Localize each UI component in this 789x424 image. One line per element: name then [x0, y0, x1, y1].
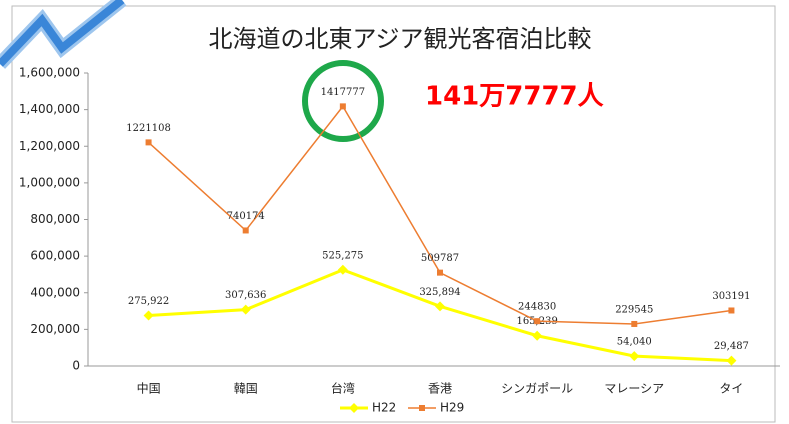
- data-label: 275,922: [128, 296, 169, 307]
- y-tick-label: 0: [72, 359, 80, 373]
- point-marker: [435, 301, 445, 312]
- data-label: 307,636: [225, 290, 266, 301]
- data-label: 303191: [712, 291, 750, 302]
- data-label: 1417777: [321, 87, 366, 98]
- y-tick-label: 1,200,000: [19, 139, 80, 153]
- highlight-circle: [302, 60, 384, 142]
- annotation: 141万7777人: [425, 82, 604, 112]
- x-tick-label: 香港: [428, 382, 452, 396]
- data-label: 54,040: [617, 337, 652, 348]
- x-tick-label: 韓国: [234, 382, 258, 396]
- y-tick-label: 400,000: [30, 285, 80, 299]
- y-tick-label: 800,000: [30, 212, 80, 226]
- data-label: 740174: [227, 211, 265, 222]
- y-tick-label: 200,000: [30, 322, 80, 336]
- point-marker: [629, 351, 640, 362]
- point-marker: [534, 318, 541, 325]
- y-tick-label: 1,400,000: [19, 102, 80, 116]
- data-label: 325,894: [419, 287, 460, 298]
- point-marker: [339, 103, 346, 110]
- point-marker: [726, 355, 737, 366]
- point-marker: [437, 269, 443, 276]
- chart-frame: [11, 5, 776, 423]
- data-label: 525,275: [322, 250, 363, 261]
- x-tick-label: 台湾: [331, 381, 355, 396]
- data-label: 244830: [518, 302, 556, 313]
- point-marker: [728, 307, 735, 314]
- legend-label: H22: [372, 401, 396, 415]
- data-label: 1221108: [126, 123, 171, 134]
- data-label: 29,487: [714, 341, 749, 352]
- data-label: 509787: [421, 253, 459, 264]
- y-tick-label: 1,600,000: [19, 66, 80, 80]
- legend-marker: [419, 405, 425, 411]
- x-tick-label: 中国: [137, 381, 161, 396]
- legend-marker: [349, 403, 359, 413]
- data-label: 229545: [615, 304, 653, 315]
- x-tick-label: タイ: [719, 382, 743, 396]
- point-marker: [337, 264, 348, 275]
- chart-title: 北海道の北東アジア観光客宿泊比較: [208, 25, 591, 53]
- point-marker: [145, 139, 152, 146]
- point-marker: [532, 330, 543, 341]
- decoration: [0, 0, 125, 67]
- point-marker: [631, 320, 638, 327]
- legend-label: H29: [440, 401, 464, 415]
- y-tick-label: 600,000: [30, 249, 80, 263]
- y-tick-label: 1,000,000: [19, 175, 80, 189]
- point-marker: [240, 304, 251, 315]
- point-marker: [242, 227, 249, 234]
- point-marker: [143, 310, 154, 321]
- x-tick-label: マレーシア: [604, 382, 664, 396]
- x-tick-label: シンガポール: [501, 382, 573, 396]
